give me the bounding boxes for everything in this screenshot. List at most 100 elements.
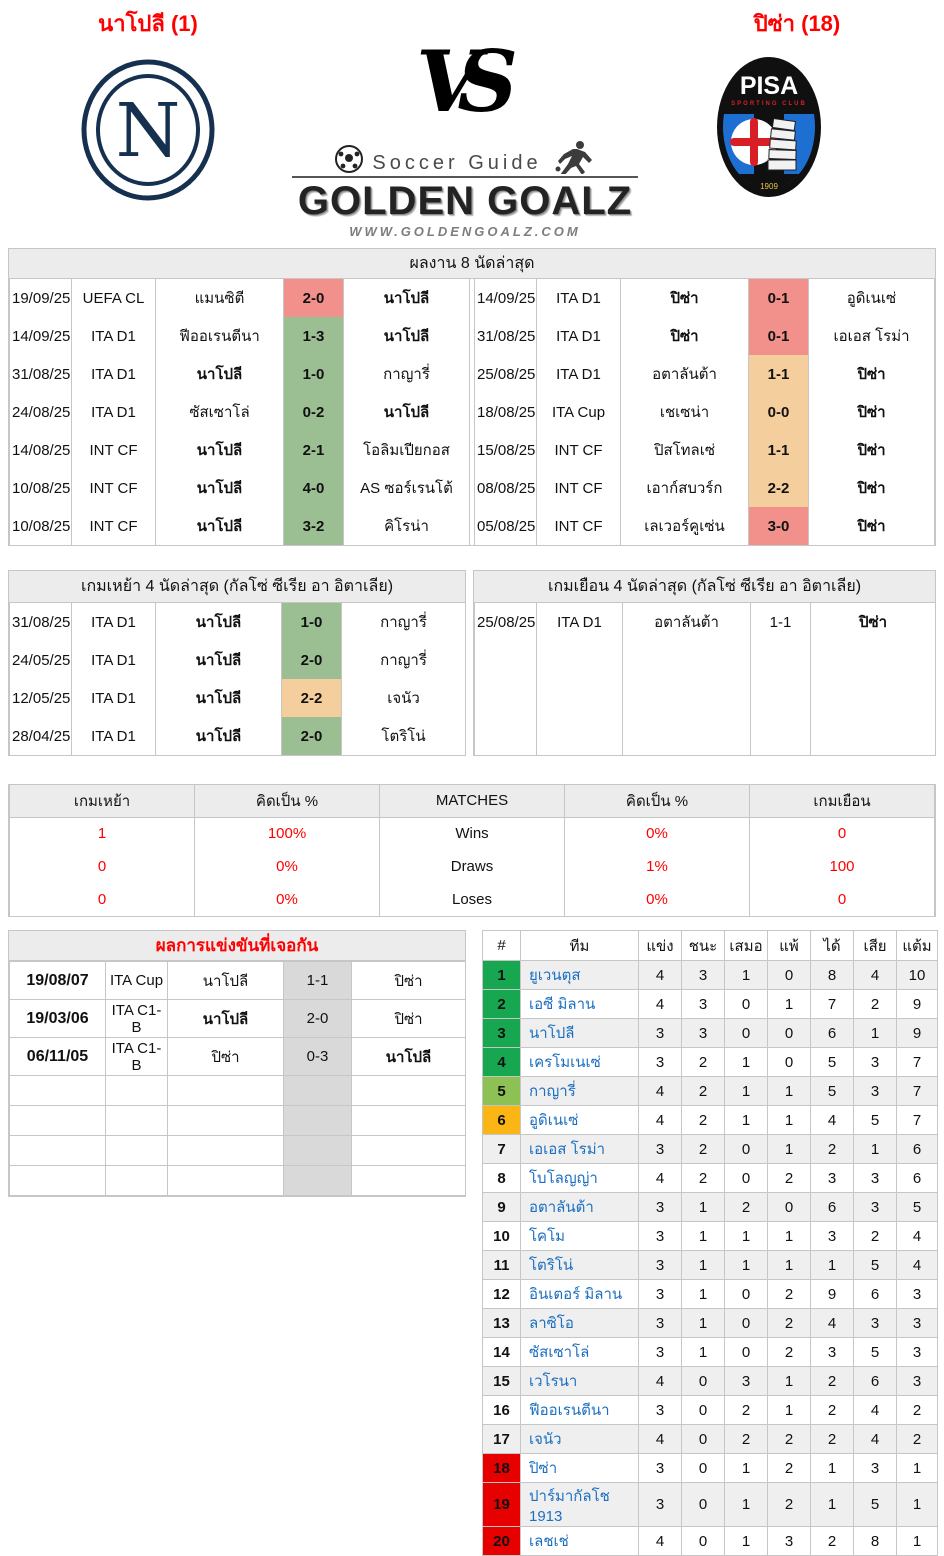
draws-cell: 2 [724, 1192, 768, 1222]
match-score: 1-1 [283, 961, 352, 1000]
played-cell: 3 [638, 1279, 682, 1309]
team-link[interactable]: เอซี มิลาน [520, 989, 639, 1019]
points-cell: 5 [896, 1192, 938, 1222]
wins-cell: 2 [681, 1163, 725, 1193]
rank-cell: 14 [482, 1337, 521, 1367]
away-games-panel: เกมเยือน 4 นัดล่าสุด (กัลโซ่ ซีเรีย อา อ… [473, 570, 936, 756]
goals-against-cell: 2 [853, 1221, 897, 1251]
match-score [283, 1105, 352, 1136]
team-link[interactable]: โตริโน่ [520, 1250, 639, 1280]
played-cell: 4 [638, 1526, 682, 1556]
team-link[interactable]: นาโปลี [520, 1018, 639, 1048]
match-league [105, 1105, 168, 1136]
team-link[interactable]: โคโม [520, 1221, 639, 1251]
team-link[interactable]: ซัสเซาโล่ [520, 1337, 639, 1367]
standings-row: 3 นาโปลี 3 3 0 0 6 1 9 [482, 1018, 938, 1048]
team-link[interactable]: อตาลันต้า [520, 1192, 639, 1222]
summary-value: 100% [194, 817, 380, 850]
draws-cell: 0 [724, 1134, 768, 1164]
points-cell: 7 [896, 1105, 938, 1135]
wins-cell: 2 [681, 1134, 725, 1164]
match-away-team: ปิซ่า [808, 507, 935, 545]
played-cell: 4 [638, 1163, 682, 1193]
team-link[interactable]: เครโมเนเซ่ [520, 1047, 639, 1077]
summary-header: เกมเยือน [749, 785, 935, 818]
summary-header: MATCHES [379, 785, 565, 818]
match-home-team: นาโปลี [167, 961, 284, 1000]
team-link[interactable]: เวโรนา [520, 1366, 639, 1396]
team-link[interactable]: ฟีออเรนตีนา [520, 1395, 639, 1425]
goals-for-cell: 6 [810, 1018, 854, 1048]
draws-cell: 1 [724, 1482, 768, 1527]
match-row: 18/08/25 ITA Cup เชเซน่า 0-0 ปิซ่า [474, 393, 935, 431]
losses-cell: 1 [767, 1366, 811, 1396]
team-link[interactable]: เลชเช่ [520, 1526, 639, 1556]
goals-for-cell: 1 [810, 1453, 854, 1483]
goals-for-cell: 4 [810, 1308, 854, 1338]
played-cell: 4 [638, 1076, 682, 1106]
match-score: 1-0 [283, 355, 344, 393]
match-league: ITA D1 [71, 603, 156, 641]
match-home-team: แมนซิตี [155, 279, 284, 317]
match-home-team: นาโปลี [155, 355, 284, 393]
svg-text:N: N [116, 88, 181, 174]
goals-for-cell: 2 [810, 1366, 854, 1396]
match-score: 2-0 [281, 717, 342, 755]
match-home-team: ฟีออเรนตีนา [155, 317, 284, 355]
team-link[interactable]: โบโลญญ่า [520, 1163, 639, 1193]
rank-cell: 7 [482, 1134, 521, 1164]
team-link[interactable]: ยูเวนตุส [520, 960, 639, 990]
standings-panel: # ทีม แข่ง ชนะ เสมอ แพ้ ได้ เสีย แต้ม 1 ยูเวนตุส 4… [482, 930, 938, 1556]
match-date: 24/08/25 [9, 393, 72, 431]
losses-cell: 2 [767, 1279, 811, 1309]
standings-row: 17 เจนัว 4 0 2 2 2 4 2 [482, 1424, 938, 1454]
match-date: 10/08/25 [9, 469, 72, 507]
standings-row: 11 โตริโน่ 3 1 1 1 1 5 4 [482, 1250, 938, 1280]
goals-against-cell: 4 [853, 960, 897, 990]
summary-header: เกมเหย้า [9, 785, 195, 818]
points-cell: 10 [896, 960, 938, 990]
match-home-team: ปิซ่า [167, 1037, 284, 1076]
wins-cell: 2 [681, 1047, 725, 1077]
team-link[interactable]: ปาร์มากัลโช 1913 [520, 1482, 639, 1527]
standings-row: 2 เอซี มิลาน 4 3 0 1 7 2 9 [482, 989, 938, 1019]
wins-cell: 1 [681, 1279, 725, 1309]
standings-row: 16 ฟีออเรนตีนา 3 0 2 1 2 4 2 [482, 1395, 938, 1425]
team-link[interactable]: อินเตอร์ มิลาน [520, 1279, 639, 1309]
wins-cell: 1 [681, 1250, 725, 1280]
standings-row: 13 ลาซิโอ 3 1 0 2 4 3 3 [482, 1308, 938, 1338]
goals-against-cell: 3 [853, 1163, 897, 1193]
summary-table: เกมเหย้า คิดเป็น % MATCHES คิดเป็น % เกมเยือ… [9, 785, 935, 916]
team-link[interactable]: เจนัว [520, 1424, 639, 1454]
played-cell: 3 [638, 1018, 682, 1048]
match-league [105, 1165, 168, 1196]
match-score: 2-0 [283, 279, 344, 317]
match-league: ITA Cup [536, 393, 621, 431]
h2h-empty-row [9, 1135, 466, 1166]
standings-header: # [482, 930, 521, 961]
played-cell: 3 [638, 1395, 682, 1425]
team-link[interactable]: ลาซิโอ [520, 1308, 639, 1338]
goals-against-cell: 4 [853, 1395, 897, 1425]
team-link[interactable]: กาญารี่ [520, 1076, 639, 1106]
played-cell: 3 [638, 1453, 682, 1483]
match-league: ITA D1 [71, 317, 156, 355]
draws-cell: 2 [724, 1424, 768, 1454]
points-cell: 9 [896, 1018, 938, 1048]
summary-row: 0 0% Draws 1% 100 [9, 850, 935, 883]
losses-cell: 1 [767, 1250, 811, 1280]
team-link[interactable]: ปิซ่า [520, 1453, 639, 1483]
standings-header: ทีม [520, 930, 639, 961]
team-link[interactable]: อูดิเนเซ่ [520, 1105, 639, 1135]
rank-cell: 1 [482, 960, 521, 990]
match-row: 19/09/25 UEFA CL แมนซิตี 2-0 นาโปลี [9, 279, 470, 317]
wins-cell: 3 [681, 989, 725, 1019]
team-link[interactable]: เอเอส โรม่า [520, 1134, 639, 1164]
summary-value: 0% [564, 883, 750, 916]
wins-cell: 3 [681, 960, 725, 990]
summary-value: 1 [9, 817, 195, 850]
summary-value: 0 [9, 883, 195, 916]
match-row: 24/05/25 ITA D1 นาโปลี 2-0 กาญารี่ [9, 641, 466, 679]
played-cell: 3 [638, 1134, 682, 1164]
empty-match-row [474, 641, 936, 755]
